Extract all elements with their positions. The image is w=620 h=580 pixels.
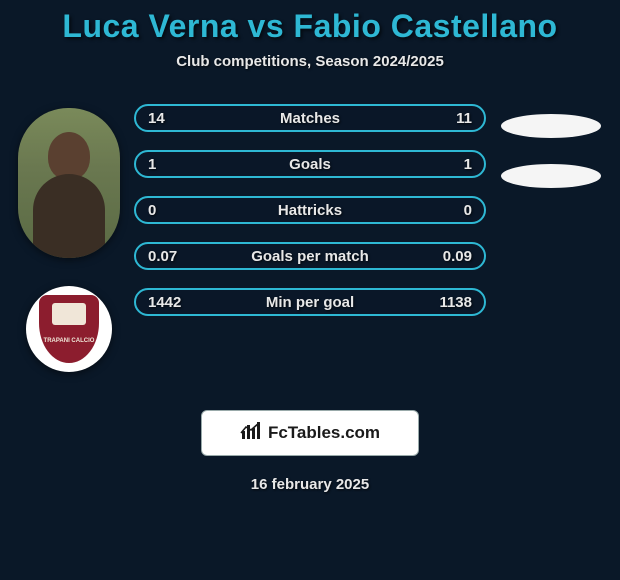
stat-left-value: 0 [148, 202, 156, 219]
player-right-club-placeholder [501, 164, 601, 188]
player-right-column [490, 98, 620, 214]
stat-label: Min per goal [136, 294, 484, 311]
stat-right-value: 11 [456, 110, 472, 127]
club-shield-text: TRAPANI CALCIO [44, 338, 95, 345]
stat-right-value: 0.09 [443, 248, 472, 265]
stat-right-value: 1 [464, 156, 472, 173]
stat-left-value: 0.07 [148, 248, 177, 265]
stat-row-min-per-goal: 1442 Min per goal 1138 [134, 288, 486, 316]
stat-left-value: 1 [148, 156, 156, 173]
stat-label: Hattricks [136, 202, 484, 219]
stat-right-value: 1138 [439, 294, 472, 311]
stat-label: Goals per match [136, 248, 484, 265]
stat-row-matches: 14 Matches 11 [134, 104, 486, 132]
date-text: 16 february 2025 [0, 476, 620, 493]
subtitle: Club competitions, Season 2024/2025 [0, 53, 620, 70]
stat-row-goals-per-match: 0.07 Goals per match 0.09 [134, 242, 486, 270]
stat-label: Goals [136, 156, 484, 173]
club-shield-icon: TRAPANI CALCIO [39, 295, 99, 363]
branding-label: FcTables.com [268, 423, 380, 443]
stat-right-value: 0 [464, 202, 472, 219]
stat-left-value: 1442 [148, 294, 181, 311]
stat-row-goals: 1 Goals 1 [134, 150, 486, 178]
stat-label: Matches [136, 110, 484, 127]
player-left-photo [18, 108, 120, 258]
stat-row-hattricks: 0 Hattricks 0 [134, 196, 486, 224]
page-title: Luca Verna vs Fabio Castellano [0, 8, 620, 45]
player-left-column: TRAPANI CALCIO [0, 98, 130, 372]
stats-column: 14 Matches 11 1 Goals 1 0 Hattricks 0 0.… [130, 98, 490, 316]
player-right-photo-placeholder [501, 114, 601, 138]
branding-box: FcTables.com [201, 410, 419, 456]
chart-icon [240, 421, 262, 446]
stat-left-value: 14 [148, 110, 165, 127]
player-left-club-logo: TRAPANI CALCIO [26, 286, 112, 372]
